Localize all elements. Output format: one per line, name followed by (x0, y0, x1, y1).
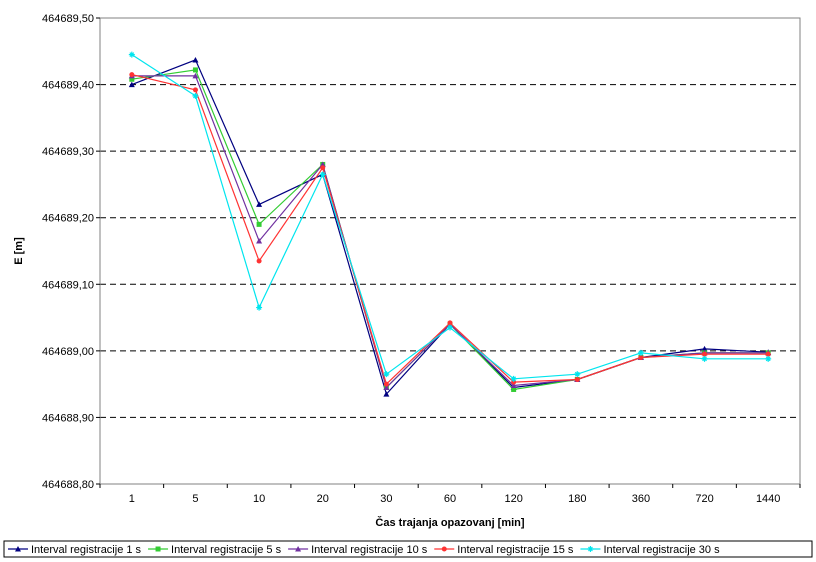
x-axis-label: Čas trajanja opazovanj [min] (375, 516, 524, 529)
gridlines (100, 84, 800, 418)
y-axis: 464688,80 464688,90 464689,00 464689,10 4646… (42, 13, 100, 491)
data-point (383, 371, 390, 378)
legend: Interval registracije 1 s Interval regist… (3, 540, 813, 558)
data-point (128, 81, 135, 88)
x-tick-label: 1440 (756, 493, 780, 505)
data-point (192, 56, 199, 63)
data-point (574, 376, 580, 382)
x-tick-label: 60 (444, 493, 456, 505)
data-point (447, 324, 453, 331)
legend-item: Interval registracije 15 s (434, 544, 574, 556)
data-point (256, 221, 262, 227)
data-point (765, 351, 771, 357)
data-point (256, 304, 263, 311)
series-line (131, 74, 769, 386)
data-point (701, 345, 708, 352)
series-lines (128, 51, 772, 397)
data-point (383, 381, 389, 387)
legend-item: Interval registracije 1 s (8, 544, 142, 556)
data-point (702, 351, 708, 357)
legend-item: Interval registracije 10 s (288, 544, 428, 556)
data-point (637, 349, 644, 356)
legend-label: Interval registracije 30 s (603, 544, 720, 556)
data-point (319, 161, 326, 167)
series-5 (128, 51, 772, 382)
series-2 (129, 67, 771, 392)
data-point (638, 355, 644, 361)
data-point (447, 320, 453, 326)
series-1 (128, 56, 772, 397)
series-3 (128, 72, 772, 390)
data-point (511, 386, 517, 392)
legend-marker (441, 546, 447, 552)
data-point (383, 391, 390, 397)
x-tick-label: 720 (695, 493, 713, 505)
data-point (192, 67, 198, 73)
data-point (319, 171, 326, 178)
data-point (765, 355, 772, 362)
y-tick-label: 464689,50 (42, 13, 94, 25)
y-tick-label: 464689,20 (42, 213, 94, 225)
x-tick-label: 10 (253, 493, 265, 505)
x-tick-label: 360 (632, 493, 650, 505)
x-tick-label: 180 (568, 493, 586, 505)
x-tick-label: 1 (129, 493, 135, 505)
data-point (574, 371, 581, 378)
data-point (510, 375, 517, 382)
data-point (383, 384, 390, 390)
data-point (320, 165, 326, 171)
series-line (131, 59, 769, 396)
data-point (256, 238, 263, 244)
data-point (510, 382, 517, 388)
x-axis: 1 5 10 20 30 60 120 180 360 720 1440 (99, 484, 801, 505)
series-line (131, 75, 769, 389)
data-point (192, 87, 198, 93)
series-line (131, 69, 769, 391)
plot-area (99, 17, 801, 485)
legend-box (3, 540, 813, 558)
series-4 (129, 72, 771, 387)
data-point (256, 258, 262, 264)
data-point (129, 76, 135, 82)
legend-label: Interval registracije 15 s (457, 544, 574, 556)
y-tick-label: 464689,40 (42, 80, 94, 92)
data-point (256, 201, 263, 207)
data-point (701, 355, 708, 362)
x-tick-label: 30 (380, 493, 392, 505)
data-point (128, 51, 135, 58)
legend-marker (587, 546, 594, 552)
legend-marker (15, 546, 21, 552)
y-tick-label: 464689,30 (42, 146, 94, 158)
y-tick-label: 464688,90 (42, 412, 94, 424)
y-axis-label: E [m] (13, 237, 25, 265)
data-point (192, 92, 199, 99)
legend-item: Interval registracije 30 s (580, 544, 720, 556)
legend-marker (155, 546, 161, 552)
legend-label: Interval registracije 1 s (31, 544, 142, 556)
x-tick-label: 5 (192, 493, 198, 505)
legend-marker (295, 546, 302, 552)
y-tick-label: 464689,00 (42, 346, 94, 358)
y-tick-label: 464688,80 (42, 479, 94, 491)
legend-item: Interval registracije 5 s (148, 544, 282, 556)
x-tick-label: 20 (317, 493, 329, 505)
data-point (192, 72, 199, 79)
x-tick-label: 120 (504, 493, 522, 505)
y-tick-label: 464689,10 (42, 279, 94, 291)
data-point (129, 72, 135, 78)
legend-label: Interval registracije 10 s (311, 544, 428, 556)
legend-label: Interval registracije 5 s (171, 544, 282, 556)
